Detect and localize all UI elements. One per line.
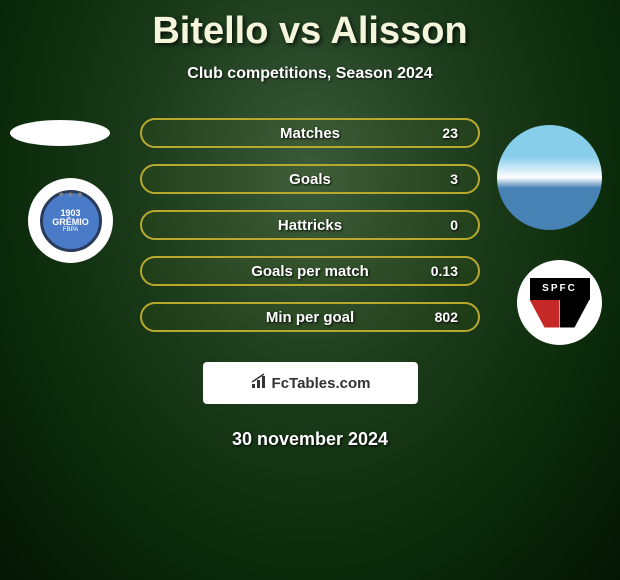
player-avatar-left: [10, 120, 110, 146]
spfc-black: [560, 300, 590, 328]
stat-value: 23: [442, 125, 458, 141]
stat-row-hattricks: Hattricks 0: [140, 210, 480, 240]
stat-row-goals: Goals 3: [140, 164, 480, 194]
chart-icon: [250, 372, 268, 395]
stat-label: Hattricks: [278, 217, 342, 234]
team-logo-left: ★ ★ ★ 1903 GRÊMIO FBPA: [28, 178, 113, 263]
team-sub-left: FBPA: [63, 227, 78, 233]
fctables-attribution[interactable]: FcTables.com: [203, 362, 418, 404]
team-name-right: SPFC: [530, 278, 590, 300]
team-logo-right: SPFC: [517, 260, 602, 345]
team-name-left: GRÊMIO: [52, 218, 89, 227]
stat-row-min-per-goal: Min per goal 802: [140, 302, 480, 332]
page-title: Bitello vs Alisson: [0, 0, 620, 53]
spfc-colors: [530, 300, 590, 328]
stat-label: Min per goal: [266, 309, 354, 326]
player-avatar-right: [497, 125, 602, 230]
stat-label: Goals: [289, 171, 331, 188]
team-stars: ★ ★ ★: [58, 190, 84, 199]
stat-label: Goals per match: [251, 263, 369, 280]
date-text: 30 november 2024: [0, 429, 620, 450]
stat-row-matches: Matches 23: [140, 118, 480, 148]
spfc-red: [530, 300, 560, 328]
stat-row-goals-per-match: Goals per match 0.13: [140, 256, 480, 286]
fctables-label: FcTables.com: [272, 375, 371, 392]
subtitle: Club competitions, Season 2024: [0, 65, 620, 83]
stat-value: 802: [435, 309, 458, 325]
stat-label: Matches: [280, 125, 340, 142]
stat-value: 0: [450, 217, 458, 233]
stat-value: 3: [450, 171, 458, 187]
spfc-shield: SPFC: [530, 278, 590, 328]
stat-value: 0.13: [431, 263, 458, 279]
